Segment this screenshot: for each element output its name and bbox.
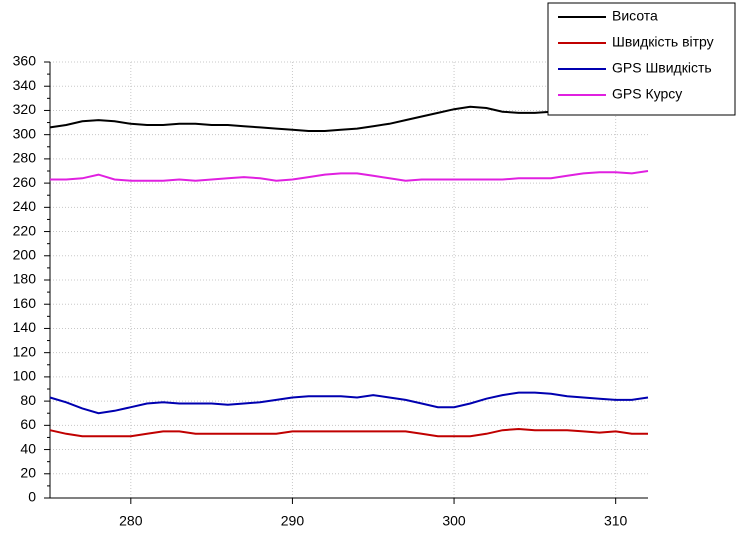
- legend-box: [547, 2, 736, 116]
- y-tick-label: 60: [20, 416, 36, 432]
- legend-label: GPS Курсу: [612, 86, 682, 102]
- y-tick-label: 200: [13, 246, 37, 262]
- y-tick-label: 180: [13, 271, 37, 287]
- y-tick-label: 320: [13, 101, 37, 117]
- x-tick-label: 300: [442, 513, 466, 529]
- y-tick-label: 140: [13, 319, 37, 335]
- y-tick-label: 20: [20, 464, 36, 480]
- x-tick-label: 290: [281, 513, 305, 529]
- y-tick-label: 40: [20, 440, 36, 456]
- x-tick-label: 310: [604, 513, 628, 529]
- y-tick-label: 300: [13, 125, 37, 141]
- y-tick-label: 0: [28, 489, 36, 505]
- y-tick-label: 360: [13, 53, 37, 69]
- legend-label: GPS Швидкість: [612, 60, 712, 76]
- legend-label: Висота: [612, 8, 658, 24]
- y-tick-label: 120: [13, 343, 37, 359]
- series-line: [49, 391, 649, 415]
- legend-label: Швидкість вітру: [612, 34, 714, 50]
- x-tick-label: 280: [119, 513, 143, 529]
- series-line: [49, 427, 648, 438]
- y-tick-label: 260: [13, 174, 37, 190]
- y-tick-label: 160: [13, 295, 37, 311]
- y-tick-label: 100: [13, 368, 37, 384]
- y-tick-label: 340: [13, 77, 37, 93]
- y-tick-label: 220: [13, 222, 37, 238]
- y-tick-label: 240: [13, 198, 37, 214]
- y-tick-label: 280: [13, 150, 37, 166]
- y-tick-label: 80: [20, 392, 36, 408]
- series-line: [50, 170, 649, 182]
